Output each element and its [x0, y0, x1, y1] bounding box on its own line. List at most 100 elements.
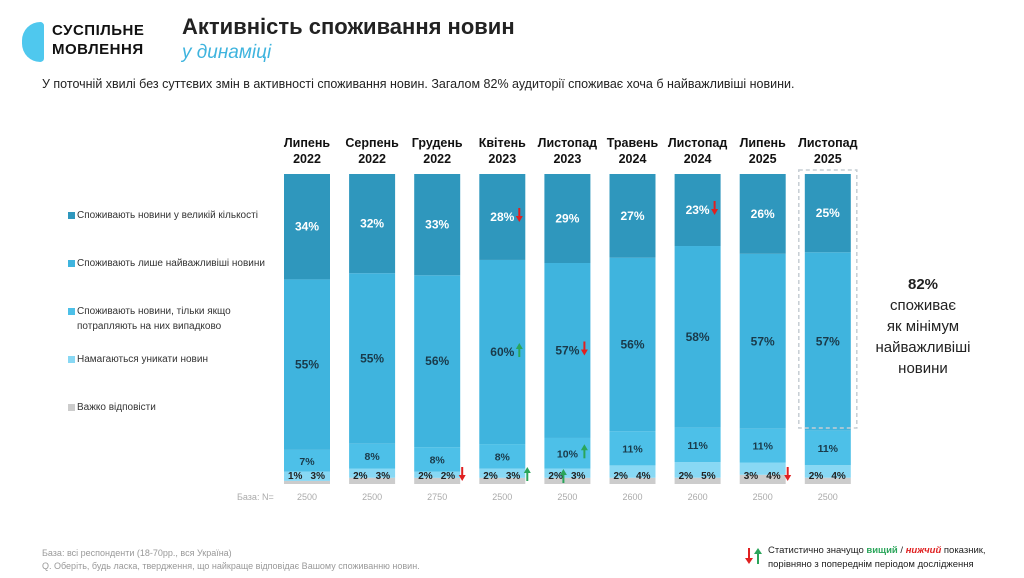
- bar-segment: [804, 477, 851, 484]
- data-label: 28%: [490, 210, 514, 224]
- data-label: 27%: [620, 209, 644, 223]
- bar-segment: [284, 480, 330, 484]
- logo: СУСПІЛЬНЕ МОВЛЕННЯ: [22, 18, 162, 66]
- bar-segment: [739, 174, 786, 254]
- note-line: найважливіші: [875, 339, 971, 356]
- data-label: 57%: [751, 334, 775, 348]
- category-label: 2023: [488, 152, 516, 166]
- sig-line2: порівняно з попереднім періодом дослідже…: [768, 559, 974, 570]
- base-label: База: N=: [237, 492, 274, 502]
- category-label: 2024: [684, 152, 712, 166]
- category-label: Грудень: [412, 136, 463, 150]
- bar-segment: [349, 443, 396, 469]
- base-n-label: 2500: [753, 492, 773, 502]
- bar-segment: [674, 427, 721, 463]
- bar-segment: [284, 471, 330, 481]
- data-label: 3%: [571, 471, 586, 482]
- bar-segment: [674, 462, 721, 478]
- legend-item-important: Споживають лише найважливіші новини: [68, 256, 273, 271]
- bar-segment: [414, 174, 461, 276]
- category-label: 2025: [814, 152, 842, 166]
- bar-segment: [544, 477, 591, 484]
- bar-segment: [739, 462, 786, 475]
- sig-suffix: показник,: [941, 545, 986, 556]
- data-label: 57%: [816, 335, 840, 349]
- category-label: Квітень: [479, 136, 526, 150]
- legend-label: Споживають лише найважливіші новини: [77, 258, 265, 269]
- note-line: новини: [898, 360, 948, 377]
- bar-segment: [479, 468, 526, 478]
- bar-segment: [479, 444, 526, 469]
- data-label: 57%: [555, 343, 579, 357]
- data-label: 4%: [766, 471, 781, 482]
- bar-segment: [739, 428, 786, 463]
- data-label: 2%: [614, 471, 629, 482]
- bar-segment: [284, 174, 330, 280]
- bar-segment: [414, 477, 461, 484]
- data-label: 1%: [288, 471, 303, 482]
- bar-segment: [609, 465, 656, 478]
- logo-line-1: СУСПІЛЬНЕ: [52, 22, 145, 39]
- data-label: 11%: [752, 441, 773, 453]
- legend-swatch: [68, 404, 75, 411]
- data-label: 3%: [744, 471, 759, 482]
- category-label: 2025: [749, 152, 777, 166]
- data-label: 8%: [365, 451, 381, 463]
- footer-question: Q. Оберіть, будь ласка, твердження, що н…: [42, 561, 420, 571]
- legend-item-accidental: Споживають новини, тільки якщо потрапляю…: [68, 304, 258, 334]
- data-label: 4%: [831, 471, 846, 482]
- data-label: 11%: [687, 440, 708, 452]
- category-label: Липень: [284, 136, 331, 150]
- data-label: 11%: [818, 443, 839, 455]
- bar-segment: [804, 465, 851, 478]
- data-label: 33%: [425, 218, 449, 232]
- legend-swatch: [68, 212, 75, 219]
- base-n-label: 2500: [557, 492, 577, 502]
- base-n-label: 2750: [427, 492, 447, 502]
- data-label: 25%: [816, 206, 840, 220]
- legend-swatch: [68, 356, 75, 363]
- bar-segment: [609, 431, 656, 466]
- base-n-label: 2500: [362, 492, 382, 502]
- logo-mark-icon: [22, 22, 44, 62]
- base-n-label: 2600: [622, 492, 642, 502]
- legend-label: Намагаються уникати новин: [77, 354, 208, 365]
- category-label: Травень: [607, 136, 659, 150]
- logo-line-2: МОВЛЕННЯ: [52, 41, 144, 58]
- lead-text: У поточній хвилі без суттєвих змін в акт…: [42, 77, 795, 91]
- data-label: 3%: [311, 471, 326, 482]
- bar-segment: [479, 259, 526, 445]
- page-subtitle: у динаміці: [182, 42, 272, 63]
- bar-segment: [739, 253, 786, 429]
- bar-segment: [284, 449, 330, 472]
- arrow-down-icon: [784, 467, 792, 481]
- bar-segment: [414, 447, 461, 472]
- legend-label: Важко відповісти: [77, 402, 156, 413]
- footer-base: База: всі респонденти (18-70рр., вся Укр…: [42, 548, 232, 558]
- data-label: 8%: [430, 454, 446, 466]
- arrow-up-icon: [580, 444, 588, 459]
- arrow-down-icon: [458, 467, 466, 481]
- arrow-up-icon: [559, 469, 567, 483]
- legend-label: Споживають новини у великій кількості: [77, 210, 258, 221]
- category-label: 2022: [423, 152, 451, 166]
- base-n-label: 2500: [492, 492, 512, 502]
- data-label: 26%: [751, 207, 775, 221]
- category-label: Липень: [740, 136, 787, 150]
- legend-item-heavy: Споживають новини у великій кількості: [68, 208, 273, 223]
- bar-segment: [609, 477, 656, 484]
- note-line: споживає: [889, 297, 956, 314]
- category-label: Листопад: [798, 136, 858, 150]
- arrow-down-icon: [580, 341, 588, 356]
- bar-segment: [609, 257, 656, 432]
- data-label: 2%: [548, 471, 563, 482]
- data-label: 32%: [360, 217, 384, 231]
- bar-segment: [804, 174, 851, 253]
- data-label: 8%: [495, 451, 511, 463]
- data-label: 2%: [483, 471, 498, 482]
- bar-segment: [414, 471, 461, 478]
- data-label: 2%: [679, 471, 694, 482]
- sig-sep: /: [897, 545, 906, 556]
- sig-lower: нижчий: [905, 545, 942, 556]
- legend-item-avoid: Намагаються уникати новин: [68, 352, 273, 367]
